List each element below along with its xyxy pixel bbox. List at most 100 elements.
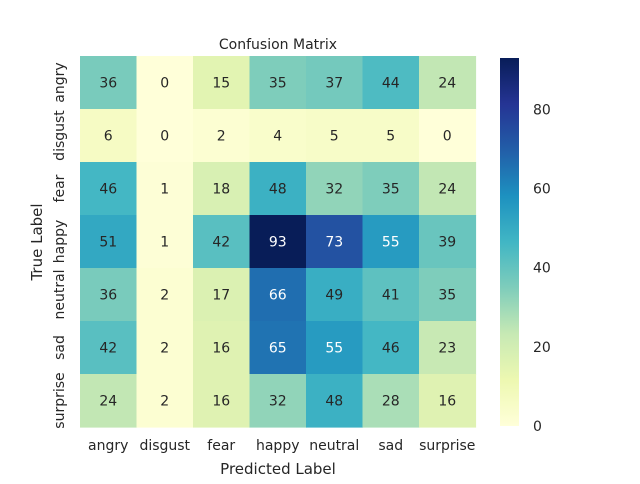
cell-value-label: 44 [382,76,400,92]
cell-value-label: 36 [99,288,117,304]
cell-value-label: 24 [438,182,456,198]
cell-value-label: 65 [269,341,287,357]
cell-value-label: 1 [160,182,169,198]
x-tick-label: happy [256,438,300,454]
cell-value-label: 6 [104,129,113,145]
heatmap-cell [362,268,420,322]
cell-value-label: 66 [269,288,287,304]
cell-value-label: 28 [382,394,400,410]
heatmap-cell [419,268,477,322]
heatmap-cell [249,215,307,269]
cell-value-label: 5 [386,129,395,145]
heatmap-cell [306,215,364,269]
heatmap-cell [80,374,138,428]
cell-value-label: 41 [382,288,400,304]
y-axis-label: True Label [28,203,46,281]
heatmap-cell [362,109,420,163]
cell-value-label: 24 [438,76,456,92]
y-tick-label: surprise [52,372,68,428]
heatmap-cell [249,56,307,110]
heatmap-cell [193,56,251,110]
heatmap-cell [419,56,477,110]
cell-value-label: 17 [212,288,230,304]
cell-value-label: 16 [212,341,230,357]
colorbar-tick-label: 20 [533,340,551,356]
cell-value-label: 35 [269,76,287,92]
heatmap-cell [306,162,364,216]
cell-value-label: 48 [325,394,343,410]
heatmap-cell [306,268,364,322]
heatmap-cell [306,109,364,163]
heatmap-cell [136,268,194,322]
heatmap-cell [193,109,251,163]
heatmap-cell [80,56,138,110]
heatmap-cell [306,56,364,110]
heatmap-cell [80,162,138,216]
heatmap-cell [419,374,477,428]
y-tick-labels: angry disgust fear happy neutral sad surprise [52,62,68,428]
colorbar-tick-label: 40 [533,261,551,277]
x-tick-labels: angry disgust fear happy neutral sad surprise [88,438,475,454]
heatmap-cell [193,268,251,322]
colorbar-tick-label: 80 [533,102,551,118]
cell-value-label: 93 [269,235,287,251]
heatmap-cell [136,374,194,428]
cell-value-label: 32 [325,182,343,198]
x-tick-label: sad [378,438,403,454]
heatmap-cell [193,374,251,428]
heatmap-cell [136,162,194,216]
heatmap-cell [249,268,307,322]
heatmap-cell [306,321,364,375]
heatmap-cell [362,321,420,375]
colorbar-tick-labels: 0 20 40 60 80 [533,102,551,435]
cell-value-label: 55 [325,341,343,357]
x-tick-label: neutral [309,438,359,454]
heatmap-cell [306,374,364,428]
heatmap-cell [362,374,420,428]
cell-value-label: 0 [443,129,452,145]
x-tick-label: disgust [139,438,190,454]
cell-value-label: 16 [438,394,456,410]
cell-value-label: 18 [212,182,230,198]
chart-title: Confusion Matrix [219,37,337,53]
heatmap-cell [80,109,138,163]
cell-value-label: 37 [325,76,343,92]
heatmap-cell [193,162,251,216]
heatmap-cell [136,56,194,110]
heatmap-cell [249,162,307,216]
cell-value-label: 2 [160,288,169,304]
cell-value-label: 35 [382,182,400,198]
cell-value-label: 1 [160,235,169,251]
x-tick-label: angry [88,438,128,454]
cell-value-label: 48 [269,182,287,198]
cell-value-label: 2 [160,341,169,357]
colorbar-gradient [500,58,519,426]
cell-value-label: 49 [325,288,343,304]
y-tick-label: sad [52,335,68,360]
heatmap-cell [193,215,251,269]
cell-value-label: 46 [382,341,400,357]
y-tick-label: fear [52,174,68,202]
heatmap-cell [419,162,477,216]
heatmap-cell [419,109,477,163]
heatmap-cell [80,268,138,322]
cell-value-label: 0 [160,129,169,145]
y-tick-label: disgust [52,110,68,161]
heatmap-cell [362,162,420,216]
y-tick-label: happy [52,220,68,264]
x-tick-label: surprise [419,438,475,454]
cell-value-label: 16 [212,394,230,410]
cell-value-label: 5 [330,129,339,145]
heatmap-cell [136,321,194,375]
heatmap-cell [249,109,307,163]
cell-value-label: 15 [212,76,230,92]
heatmap-cell [80,321,138,375]
cell-value-label: 4 [273,129,282,145]
colorbar-tick-label: 0 [533,419,542,435]
cell-value-label: 42 [99,341,117,357]
cell-value-label: 2 [160,394,169,410]
cell-value-label: 55 [382,235,400,251]
heatmap-cell [136,215,194,269]
heatmap-cell [80,215,138,269]
